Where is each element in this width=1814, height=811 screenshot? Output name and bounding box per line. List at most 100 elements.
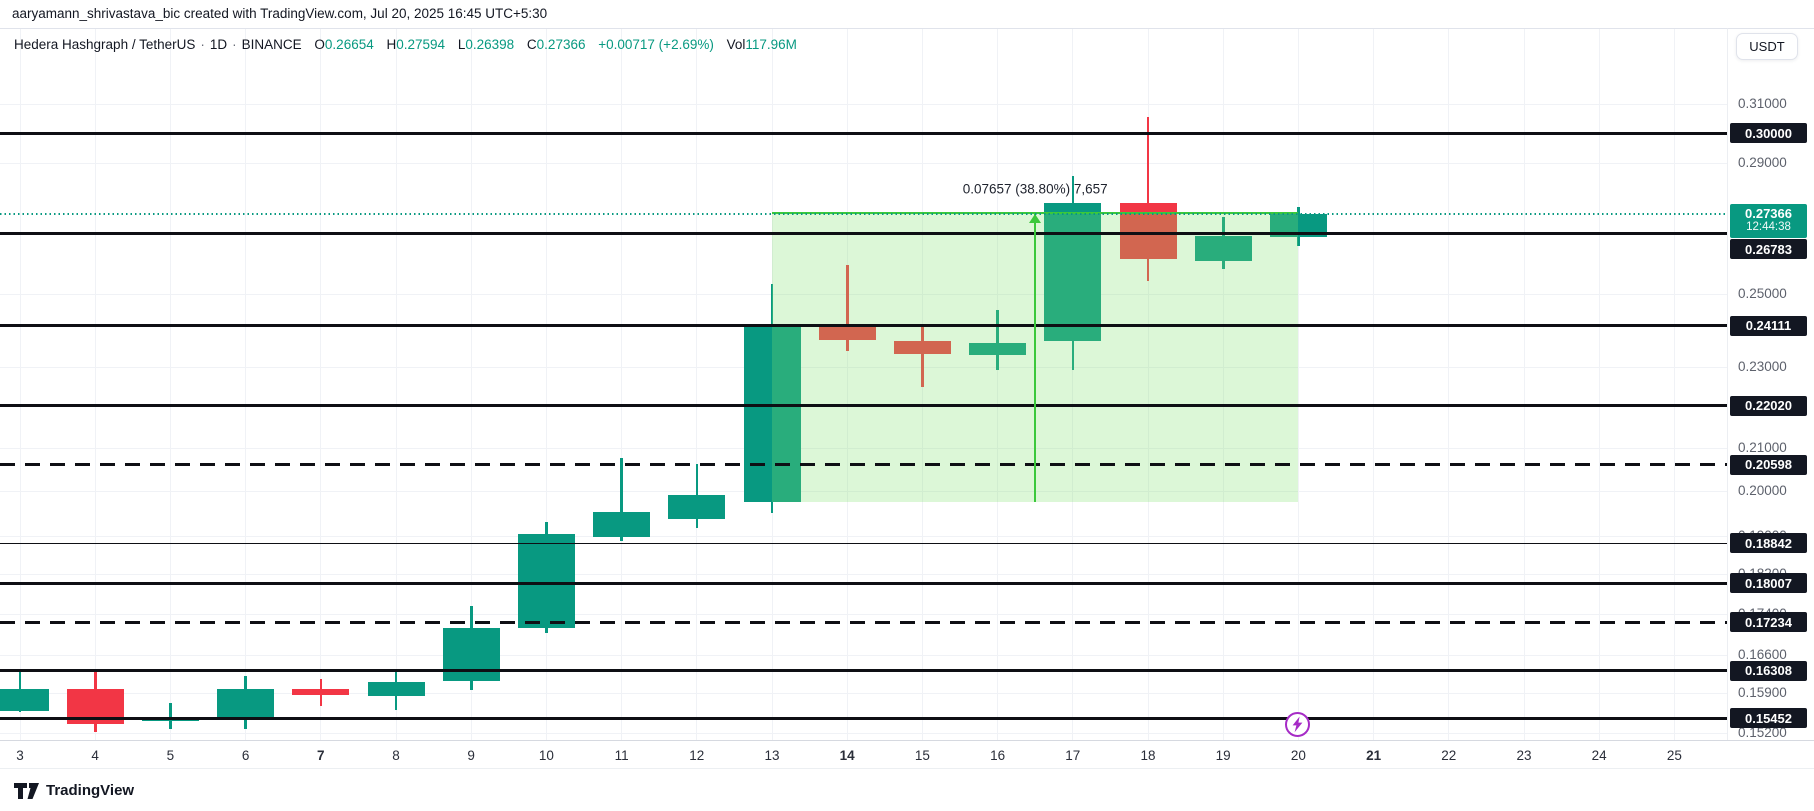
candle-wick xyxy=(169,703,172,729)
level-price-label: 0.16308 xyxy=(1730,660,1807,681)
time-axis-label: 19 xyxy=(1215,748,1231,763)
time-axis-label: 6 xyxy=(241,748,250,763)
candle-body xyxy=(593,511,651,537)
tradingview-logo-icon xyxy=(14,782,39,799)
chart-pane[interactable]: Hedera Hashgraph / TetherUS · 1D · BINANCE O… xyxy=(0,28,1727,741)
time-axis-label: 4 xyxy=(91,748,99,763)
grid-line-horizontal xyxy=(0,490,1727,492)
price-tick-label: 0.25000 xyxy=(1738,285,1787,301)
level-price-label: 0.17234 xyxy=(1730,612,1807,632)
grid-line-horizontal xyxy=(0,613,1727,615)
grid-line-vertical xyxy=(1448,29,1450,741)
legend-separator: · xyxy=(200,37,205,52)
time-axis-label: 13 xyxy=(764,748,780,763)
time-axis-label: 14 xyxy=(839,748,855,763)
level-price-label: 0.22020 xyxy=(1730,395,1807,416)
price-tick-label: 0.29000 xyxy=(1738,155,1787,170)
level-price-label: 0.18007 xyxy=(1730,573,1807,594)
level-line[interactable] xyxy=(0,324,1727,328)
ohlc-low: L0.26398 xyxy=(457,37,515,52)
legend-separator: · xyxy=(232,37,237,52)
candle-body xyxy=(517,533,575,628)
time-axis-label: 16 xyxy=(990,748,1006,763)
level-line[interactable] xyxy=(0,131,1727,135)
time-axis-label: 23 xyxy=(1516,748,1532,763)
grid-line-vertical xyxy=(19,29,21,741)
price-tick-label: 0.15900 xyxy=(1738,685,1787,701)
grid-line-horizontal xyxy=(0,693,1727,695)
measure-range-label: 0.07657 (38.80%) 7,657 xyxy=(962,181,1108,197)
ohlc-open: O0.26654 xyxy=(314,37,374,52)
tradingview-logo-text: TradingView xyxy=(46,782,135,799)
symbol-title[interactable]: Hedera Hashgraph / TetherUS xyxy=(14,37,196,52)
grid-line-vertical xyxy=(1072,29,1074,741)
grid-line-vertical xyxy=(997,29,999,741)
grid-line-vertical xyxy=(169,29,171,741)
grid-line-vertical xyxy=(1147,29,1149,741)
currency-toggle-button[interactable]: USDT xyxy=(1736,33,1798,60)
grid-line-vertical xyxy=(1598,29,1600,741)
grid-line-vertical xyxy=(470,29,472,741)
time-axis-label: 8 xyxy=(392,748,400,763)
level-line[interactable] xyxy=(0,669,1727,673)
price-tick-label: 0.21000 xyxy=(1738,439,1787,455)
level-line[interactable] xyxy=(0,620,1727,624)
level-line[interactable] xyxy=(0,404,1727,408)
level-line[interactable] xyxy=(0,463,1727,467)
level-line[interactable] xyxy=(0,542,1727,545)
footer-strip: TradingView xyxy=(0,768,1814,811)
time-axis-label: 12 xyxy=(689,748,705,763)
level-line[interactable] xyxy=(0,231,1727,235)
grid-line-vertical xyxy=(1222,29,1224,741)
candle-body xyxy=(292,689,350,696)
candle-body xyxy=(0,689,49,711)
time-axis-label: 20 xyxy=(1290,748,1306,763)
candle-body xyxy=(1119,202,1177,259)
time-axis-label: 22 xyxy=(1441,748,1457,763)
candle-wick xyxy=(620,458,623,541)
candle-body xyxy=(367,681,425,697)
grid-line-vertical xyxy=(320,29,322,741)
candle-body xyxy=(1044,202,1102,342)
level-line[interactable] xyxy=(0,716,1727,720)
grid-line-vertical xyxy=(1297,29,1299,741)
price-tick-label: 0.15200 xyxy=(1738,724,1787,740)
grid-line-vertical xyxy=(846,29,848,741)
current-price-line xyxy=(0,213,1727,215)
grid-line-horizontal xyxy=(0,367,1727,369)
candle-wick xyxy=(1146,117,1150,281)
level-price-label: 0.30000 xyxy=(1730,123,1807,144)
price-tick-label: 0.31000 xyxy=(1738,96,1787,112)
grid-line-horizontal xyxy=(0,104,1727,106)
candle-wick xyxy=(996,310,999,371)
time-axis-label: 24 xyxy=(1591,748,1607,763)
interval-label: 1D xyxy=(209,37,228,52)
grid-line-horizontal xyxy=(0,293,1727,295)
grid-line-vertical xyxy=(696,29,698,741)
lightning-icon[interactable] xyxy=(1285,712,1310,737)
price-scale[interactable]: 0.30000 0.26783 0.24111 0.22020 0.20598 0.188… xyxy=(1727,28,1814,741)
time-axis-label: 17 xyxy=(1065,748,1081,763)
grid-line-vertical xyxy=(94,29,96,741)
candle-body xyxy=(893,340,951,354)
grid-line-horizontal xyxy=(0,447,1727,449)
time-scale[interactable]: 3 4 5 6 7 8 9 10 11 12 13 14 15 16 17 18 19 20 21 22 23 24 25 xyxy=(0,740,1814,769)
tradingview-logo[interactable]: TradingView xyxy=(14,782,134,799)
level-line[interactable] xyxy=(0,581,1727,585)
time-axis-label: 10 xyxy=(538,748,554,763)
exchange-label: BINANCE xyxy=(241,37,302,52)
time-axis-label: 5 xyxy=(166,748,175,763)
grid-line-vertical xyxy=(1673,29,1675,741)
lightning-bolt-glyph xyxy=(1292,716,1303,733)
candle-body xyxy=(743,325,801,503)
time-axis-label: 25 xyxy=(1666,748,1682,763)
candle-body xyxy=(818,325,876,340)
price-tick-label: 0.20000 xyxy=(1738,482,1787,498)
measure-up-arrow-icon xyxy=(1029,214,1042,224)
symbol-legend: Hedera Hashgraph / TetherUS · 1D · BINANCE O… xyxy=(14,37,797,52)
current-price-value: 0.27366 xyxy=(1745,205,1792,221)
grid-line-vertical xyxy=(621,29,623,741)
candle-body xyxy=(1269,214,1327,238)
bar-close-countdown: 12:44:38 xyxy=(1746,221,1791,234)
time-axis-label: 9 xyxy=(467,748,475,763)
